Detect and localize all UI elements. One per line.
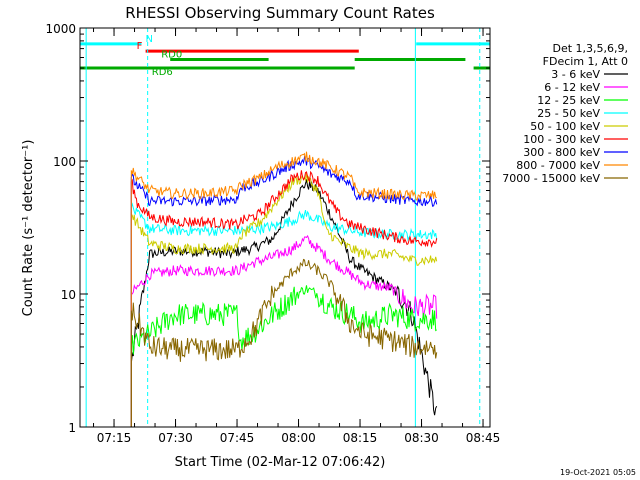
series-lines — [130, 151, 438, 427]
x-tick-label: 08:30 — [404, 431, 439, 445]
series-line-3-to-6kev — [130, 179, 438, 427]
legend-label: 300 - 800 keV — [523, 146, 600, 159]
legend-label: 12 - 25 keV — [537, 94, 600, 107]
legend-label: 3 - 6 keV — [551, 68, 600, 81]
y-axis-label: Count Rate (s⁻¹ detector⁻¹) — [21, 140, 36, 317]
x-tick-label: 08:45 — [466, 431, 501, 445]
legend-label: 7000 - 15000 keV — [502, 172, 600, 185]
plot-frame — [79, 27, 491, 428]
y-tick-label: 1 — [68, 421, 76, 435]
series-line-100-to-300kev — [130, 170, 438, 427]
flag-bars: NF RD0 RD6 — [80, 34, 490, 78]
series-line-6-to-12kev — [130, 234, 438, 427]
series-line-800-to-7000kev — [130, 151, 437, 427]
flag-label-rd0: RD0 — [161, 49, 182, 60]
generated-date: 19-Oct-2021 05:05 — [560, 468, 636, 477]
series-line-12-to-25kev — [130, 285, 437, 427]
y-tick-label: 10 — [61, 288, 76, 302]
flag-label-rd6: RD6 — [152, 67, 173, 78]
legend-label: 800 - 7000 keV — [516, 159, 600, 172]
x-tick-label: 07:15 — [97, 431, 132, 445]
x-tick-label: 07:30 — [158, 431, 193, 445]
series-line-300-to-800kev — [130, 155, 438, 427]
legend-header-line-1: Det 1,3,5,6,9, — [552, 42, 628, 55]
x-tick-label: 08:15 — [343, 431, 378, 445]
flag-label-n: N — [146, 34, 153, 45]
legend-header-line-2: FDecim 1, Att 0 — [543, 55, 628, 68]
flag-label-f: F — [137, 41, 143, 52]
legend: Det 1,3,5,6,9, FDecim 1, Att 0 3 - 6 keV… — [502, 42, 628, 185]
series-line-50-to-100kev — [130, 172, 438, 427]
x-tick-label: 07:45 — [220, 431, 255, 445]
x-axis-label: Start Time (02-Mar-12 07:06:42) — [175, 455, 386, 470]
legend-label: 6 - 12 keV — [544, 81, 600, 94]
axis-ticks: 07:15 07:30 07:45 08:00 08:15 08:30 08:45 1 10 10… — [45, 22, 500, 445]
series-line-7000-to-15000kev — [130, 258, 438, 427]
legend-label: 100 - 300 keV — [523, 133, 600, 146]
legend-label: 50 - 100 keV — [530, 120, 600, 133]
y-tick-label: 1000 — [45, 22, 76, 36]
x-tick-label: 08:00 — [281, 431, 316, 445]
legend-label: 25 - 50 keV — [537, 107, 600, 120]
chart-title: RHESSI Observing Summary Count Rates — [125, 4, 435, 22]
y-tick-label: 100 — [53, 155, 76, 169]
